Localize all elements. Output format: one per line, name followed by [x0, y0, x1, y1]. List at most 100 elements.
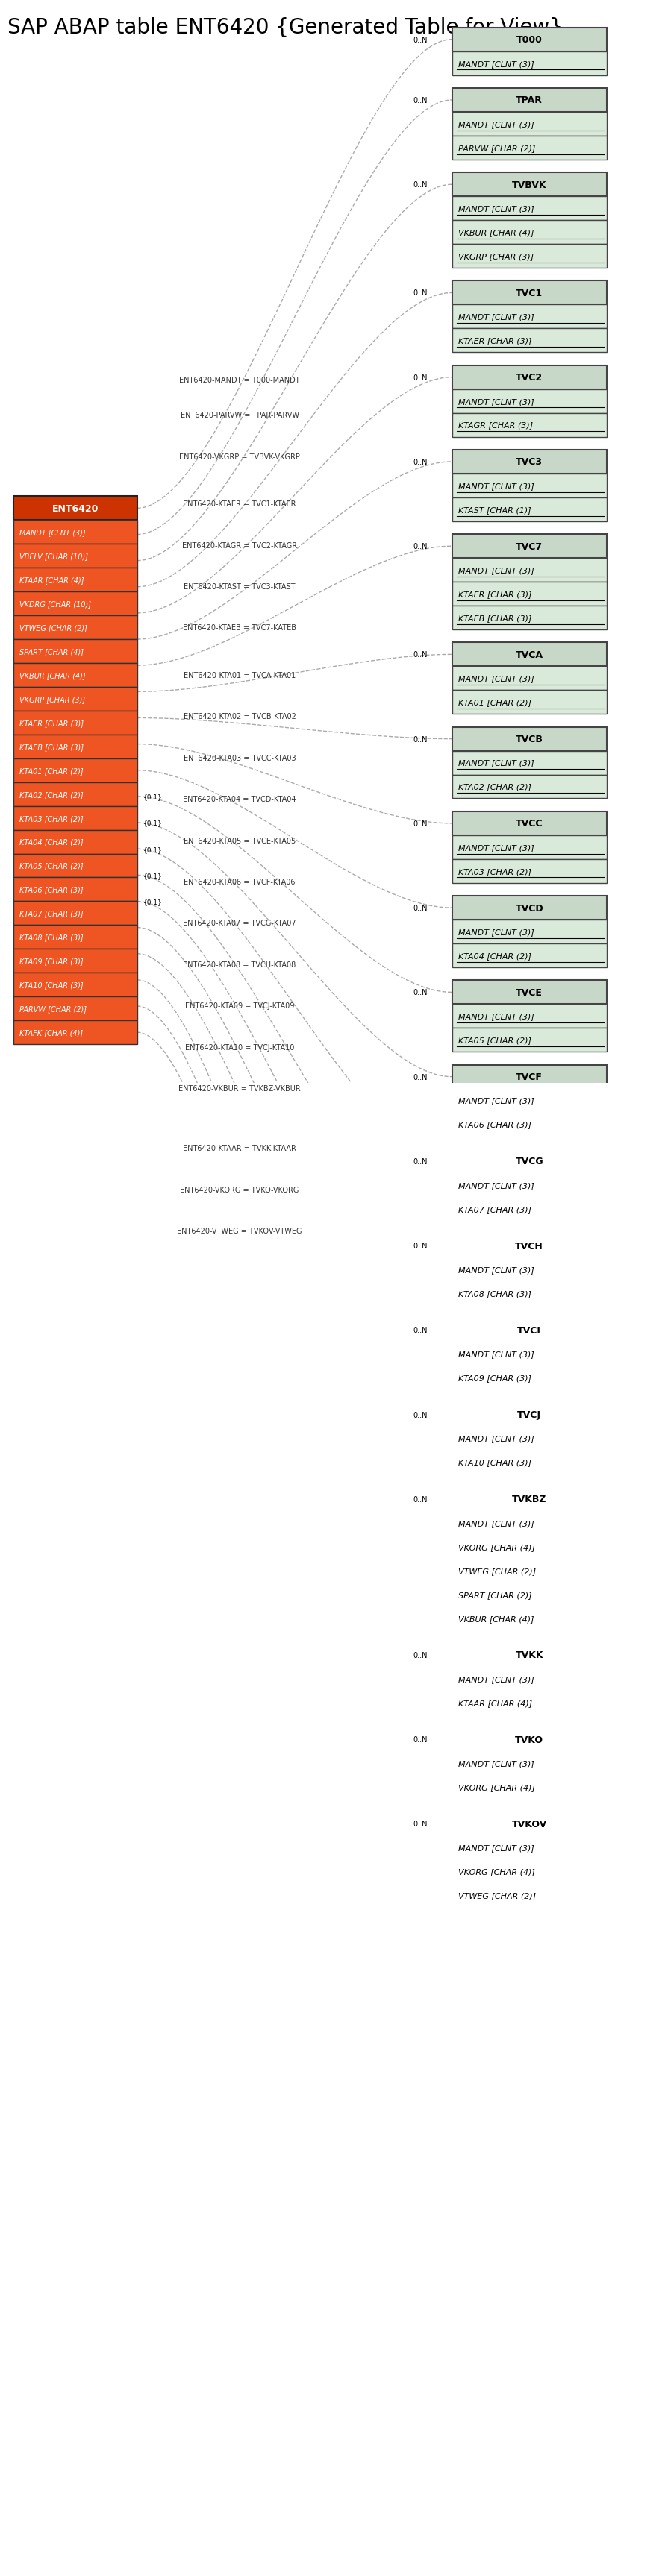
FancyBboxPatch shape	[13, 806, 137, 829]
Text: 0..N: 0..N	[413, 1651, 428, 1659]
Text: MANDT [CLNT (3)]: MANDT [CLNT (3)]	[458, 1012, 534, 1020]
Text: MANDT [CLNT (3)]: MANDT [CLNT (3)]	[458, 1844, 534, 1852]
Text: 0..N: 0..N	[413, 1497, 428, 1502]
Text: KTA05 [CHAR (2)]: KTA05 [CHAR (2)]	[19, 863, 84, 871]
FancyBboxPatch shape	[13, 544, 137, 569]
FancyBboxPatch shape	[13, 855, 137, 878]
FancyBboxPatch shape	[452, 389, 606, 415]
FancyBboxPatch shape	[452, 690, 606, 714]
Text: MANDT [CLNT (3)]: MANDT [CLNT (3)]	[458, 1674, 534, 1682]
FancyBboxPatch shape	[452, 88, 606, 113]
FancyBboxPatch shape	[452, 1860, 606, 1883]
Text: TVKOV: TVKOV	[511, 1819, 547, 1829]
Text: {0,1}: {0,1}	[143, 873, 162, 878]
Text: 0..N: 0..N	[413, 1821, 428, 1829]
FancyBboxPatch shape	[452, 1198, 606, 1221]
FancyBboxPatch shape	[452, 605, 606, 631]
Text: ENT6420-KTA09 = TVCJ-KTA09: ENT6420-KTA09 = TVCJ-KTA09	[185, 1002, 295, 1010]
Text: KTAFK [CHAR (4)]: KTAFK [CHAR (4)]	[19, 1028, 83, 1036]
Text: ENT6420-KTAGR = TVC2-KTAGR: ENT6420-KTAGR = TVC2-KTAGR	[182, 541, 297, 549]
FancyBboxPatch shape	[452, 28, 606, 52]
FancyBboxPatch shape	[13, 734, 137, 760]
FancyBboxPatch shape	[452, 1512, 606, 1535]
Text: ENT6420-KTA05 = TVCE-KTA05: ENT6420-KTA05 = TVCE-KTA05	[184, 837, 296, 845]
Text: {0,1}: {0,1}	[143, 845, 162, 853]
Text: KTAEB [CHAR (3)]: KTAEB [CHAR (3)]	[19, 744, 84, 750]
Text: VTWEG [CHAR (2)]: VTWEG [CHAR (2)]	[19, 623, 87, 631]
Text: VTWEG [CHAR (2)]: VTWEG [CHAR (2)]	[458, 1566, 536, 1574]
Text: 0..N: 0..N	[413, 1412, 428, 1419]
Text: KTAEB [CHAR (3)]: KTAEB [CHAR (3)]	[458, 613, 532, 621]
FancyBboxPatch shape	[452, 1283, 606, 1306]
Text: VKGRP [CHAR (3)]: VKGRP [CHAR (3)]	[19, 696, 85, 703]
Text: 0..N: 0..N	[413, 374, 428, 381]
FancyBboxPatch shape	[452, 1257, 606, 1283]
FancyBboxPatch shape	[452, 1607, 606, 1631]
FancyBboxPatch shape	[452, 1365, 606, 1391]
Text: ENT6420-MANDT = T000-MANDT: ENT6420-MANDT = T000-MANDT	[180, 376, 300, 384]
Text: KTA08 [CHAR (3)]: KTA08 [CHAR (3)]	[19, 933, 84, 940]
FancyBboxPatch shape	[13, 520, 137, 544]
FancyBboxPatch shape	[452, 536, 606, 559]
Text: 0..N: 0..N	[413, 289, 428, 296]
Text: KTA10 [CHAR (3)]: KTA10 [CHAR (3)]	[19, 981, 84, 989]
Text: KTA01 [CHAR (2)]: KTA01 [CHAR (2)]	[19, 768, 84, 775]
Text: VKORG [CHAR (4)]: VKORG [CHAR (4)]	[458, 1543, 535, 1551]
FancyBboxPatch shape	[13, 688, 137, 711]
FancyBboxPatch shape	[13, 1020, 137, 1046]
Text: KTA09 [CHAR (3)]: KTA09 [CHAR (3)]	[458, 1376, 531, 1381]
Text: ENT6420-KTA10 = TVCJ-KTA10: ENT6420-KTA10 = TVCJ-KTA10	[185, 1043, 295, 1051]
Text: {0,1}: {0,1}	[143, 819, 162, 827]
Text: TVC1: TVC1	[516, 289, 543, 299]
FancyBboxPatch shape	[452, 415, 606, 438]
FancyBboxPatch shape	[452, 1028, 606, 1051]
FancyBboxPatch shape	[13, 829, 137, 855]
Text: ENT6420-KTAEB = TVC7-KATEB: ENT6420-KTAEB = TVC7-KATEB	[183, 623, 297, 631]
FancyBboxPatch shape	[452, 1319, 606, 1342]
FancyBboxPatch shape	[452, 245, 606, 268]
FancyBboxPatch shape	[452, 137, 606, 160]
Text: MANDT [CLNT (3)]: MANDT [CLNT (3)]	[458, 567, 534, 574]
Text: SAP ABAP table ENT6420 {Generated Table for View}: SAP ABAP table ENT6420 {Generated Table …	[7, 18, 563, 39]
FancyBboxPatch shape	[13, 639, 137, 665]
Text: KTAER [CHAR (3)]: KTAER [CHAR (3)]	[19, 719, 84, 726]
Text: VKORG [CHAR (4)]: VKORG [CHAR (4)]	[458, 1783, 535, 1790]
Text: ENT6420-KTA07 = TVCG-KTA07: ENT6420-KTA07 = TVCG-KTA07	[183, 920, 296, 927]
Text: SPART [CHAR (4)]: SPART [CHAR (4)]	[19, 649, 84, 654]
Text: VKBUR [CHAR (4)]: VKBUR [CHAR (4)]	[458, 229, 534, 237]
FancyBboxPatch shape	[452, 474, 606, 497]
Text: MANDT [CLNT (3)]: MANDT [CLNT (3)]	[458, 1350, 534, 1358]
Text: KTA01 [CHAR (2)]: KTA01 [CHAR (2)]	[458, 698, 531, 706]
Text: TVKBZ: TVKBZ	[512, 1494, 547, 1504]
Text: MANDT [CLNT (3)]: MANDT [CLNT (3)]	[458, 1759, 534, 1767]
FancyBboxPatch shape	[452, 281, 606, 304]
Text: TVC3: TVC3	[516, 459, 543, 466]
FancyBboxPatch shape	[452, 1486, 606, 1512]
Text: KTA03 [CHAR (2)]: KTA03 [CHAR (2)]	[458, 868, 531, 876]
Text: MANDT [CLNT (3)]: MANDT [CLNT (3)]	[458, 1182, 534, 1190]
Text: KTA03 [CHAR (2)]: KTA03 [CHAR (2)]	[19, 814, 84, 822]
Text: MANDT [CLNT (3)]: MANDT [CLNT (3)]	[458, 397, 534, 404]
FancyBboxPatch shape	[452, 667, 606, 690]
FancyBboxPatch shape	[452, 173, 606, 196]
Text: TVCD: TVCD	[515, 904, 543, 912]
FancyBboxPatch shape	[452, 644, 606, 667]
Text: {0,1}: {0,1}	[143, 793, 162, 801]
Text: ENT6420-VTWEG = TVKOV-VTWEG: ENT6420-VTWEG = TVKOV-VTWEG	[177, 1226, 302, 1234]
Text: 0..N: 0..N	[413, 652, 428, 659]
Text: 0..N: 0..N	[413, 989, 428, 997]
FancyBboxPatch shape	[452, 1005, 606, 1028]
Text: TVKO: TVKO	[515, 1734, 543, 1744]
Text: TVCI: TVCI	[517, 1327, 541, 1334]
Text: KTA08 [CHAR (3)]: KTA08 [CHAR (3)]	[458, 1291, 531, 1298]
FancyBboxPatch shape	[452, 582, 606, 605]
FancyBboxPatch shape	[452, 1113, 606, 1136]
FancyBboxPatch shape	[452, 1427, 606, 1450]
Text: 0..N: 0..N	[413, 1074, 428, 1082]
Text: KTA06 [CHAR (3)]: KTA06 [CHAR (3)]	[19, 886, 84, 894]
FancyBboxPatch shape	[452, 451, 606, 474]
Text: ENT6420-VKORG = TVKO-VKORG: ENT6420-VKORG = TVKO-VKORG	[180, 1185, 299, 1193]
FancyBboxPatch shape	[13, 592, 137, 616]
Text: MANDT [CLNT (3)]: MANDT [CLNT (3)]	[458, 760, 534, 768]
Text: KTAAR [CHAR (4)]: KTAAR [CHAR (4)]	[458, 1700, 532, 1705]
